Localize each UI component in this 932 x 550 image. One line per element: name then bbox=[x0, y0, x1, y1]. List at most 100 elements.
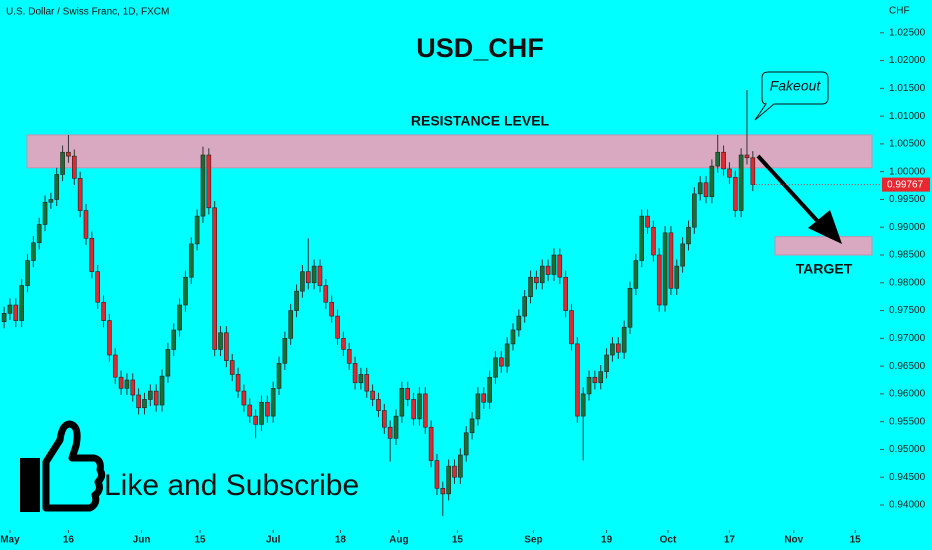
cta-text: Like and Subscribe bbox=[104, 469, 359, 502]
y-tick-label: 0.95000 bbox=[889, 444, 926, 455]
candle-body bbox=[633, 260, 639, 289]
candle-body bbox=[300, 271, 305, 292]
x-tick-label: Jun bbox=[133, 535, 151, 546]
candle-body bbox=[294, 290, 299, 311]
thumbs-up-icon bbox=[20, 420, 106, 512]
arrow bbox=[756, 154, 842, 244]
candle-body bbox=[13, 304, 19, 321]
candle-body bbox=[317, 265, 323, 286]
candle-body bbox=[692, 193, 697, 228]
candle-body bbox=[458, 454, 463, 478]
x-tick-label: Nov bbox=[784, 535, 803, 546]
candle-body bbox=[19, 285, 24, 321]
candle-body bbox=[639, 215, 644, 261]
candle-body bbox=[142, 399, 147, 409]
candle-body bbox=[750, 157, 756, 185]
candle-body bbox=[288, 310, 294, 339]
y-tick-label: 1.02000 bbox=[889, 55, 926, 66]
candle-body bbox=[335, 315, 340, 339]
candle-body bbox=[563, 276, 568, 311]
y-tick-label: 0.97000 bbox=[889, 333, 926, 344]
candle-body bbox=[697, 182, 703, 195]
y-tick-label: 1.00500 bbox=[889, 139, 926, 150]
candle-body bbox=[709, 165, 715, 197]
candle-body bbox=[446, 465, 451, 495]
candle-body bbox=[282, 338, 288, 364]
candle-body bbox=[604, 354, 609, 372]
candle-body bbox=[382, 410, 387, 428]
candle-body bbox=[71, 155, 77, 179]
candle-body bbox=[253, 415, 258, 425]
candle-body bbox=[686, 226, 691, 245]
candle-body bbox=[358, 374, 364, 384]
candle-body bbox=[703, 182, 709, 197]
candle-body bbox=[235, 374, 241, 392]
y-tick-label: 0.95500 bbox=[889, 416, 926, 427]
candle-body bbox=[732, 176, 738, 211]
y-tick-label: 0.97500 bbox=[889, 305, 926, 316]
x-tick-label: 19 bbox=[601, 535, 613, 546]
candle-body bbox=[183, 276, 188, 306]
y-tick-label: 1.02500 bbox=[889, 27, 926, 38]
candle-body bbox=[31, 242, 36, 261]
candle-body bbox=[7, 304, 13, 314]
zone-label: RESISTANCE LEVEL bbox=[411, 113, 550, 129]
candle-body bbox=[66, 151, 71, 157]
candle-body bbox=[428, 426, 434, 461]
candle-body bbox=[434, 460, 440, 489]
y-tick-label: 0.94500 bbox=[889, 472, 926, 483]
candle-body bbox=[393, 415, 399, 439]
candle-body bbox=[481, 393, 487, 403]
candle-body bbox=[516, 315, 522, 331]
candle-body bbox=[218, 332, 223, 350]
candle-body bbox=[341, 338, 346, 350]
candle-body bbox=[376, 399, 381, 411]
candle-body bbox=[25, 260, 30, 286]
y-tick-label: 0.99000 bbox=[889, 222, 926, 233]
x-tick-label: Aug bbox=[389, 535, 408, 546]
candle-body bbox=[504, 343, 510, 367]
candle-body bbox=[545, 265, 551, 275]
x-tick-label: 15 bbox=[194, 535, 206, 546]
candle-body bbox=[165, 349, 171, 377]
candle-body bbox=[592, 376, 598, 384]
candles bbox=[1, 90, 756, 517]
last-price-box bbox=[882, 177, 930, 192]
candle-body bbox=[112, 354, 118, 378]
candle-body bbox=[247, 404, 253, 417]
candle-body bbox=[610, 343, 615, 356]
candle-body bbox=[153, 390, 159, 406]
candle-body bbox=[346, 349, 352, 364]
x-tick-label: 18 bbox=[335, 535, 347, 546]
y-tick-label: 0.98500 bbox=[889, 250, 926, 261]
candle-body bbox=[580, 393, 586, 417]
candle-body bbox=[212, 207, 217, 350]
candle-body bbox=[575, 343, 580, 417]
candle-body bbox=[107, 320, 112, 356]
currency-label: CHF bbox=[889, 6, 910, 17]
candle-body bbox=[194, 215, 200, 245]
candle-body bbox=[715, 151, 721, 167]
candle-body bbox=[311, 265, 317, 284]
candle-body bbox=[615, 343, 621, 353]
y-tick-label: 0.96500 bbox=[889, 361, 926, 372]
candle-body bbox=[370, 390, 375, 400]
candle-body bbox=[557, 254, 563, 278]
candle-body bbox=[101, 301, 106, 321]
candle-body bbox=[159, 375, 165, 406]
candle-body bbox=[680, 243, 685, 267]
x-tick-label: Jul bbox=[266, 535, 281, 546]
candle-body bbox=[475, 393, 481, 420]
candle-body bbox=[586, 376, 592, 395]
candle-body bbox=[417, 393, 422, 420]
zones bbox=[26, 134, 873, 256]
candle-body bbox=[229, 360, 235, 375]
candle-body bbox=[440, 488, 446, 495]
candle-body bbox=[662, 232, 668, 306]
candle-body bbox=[721, 151, 726, 170]
candle-body bbox=[188, 243, 194, 278]
thumb-hand bbox=[42, 420, 106, 512]
candle-body bbox=[539, 265, 545, 284]
candle-body bbox=[36, 224, 42, 244]
y-tick-label: 1.00000 bbox=[889, 166, 926, 177]
